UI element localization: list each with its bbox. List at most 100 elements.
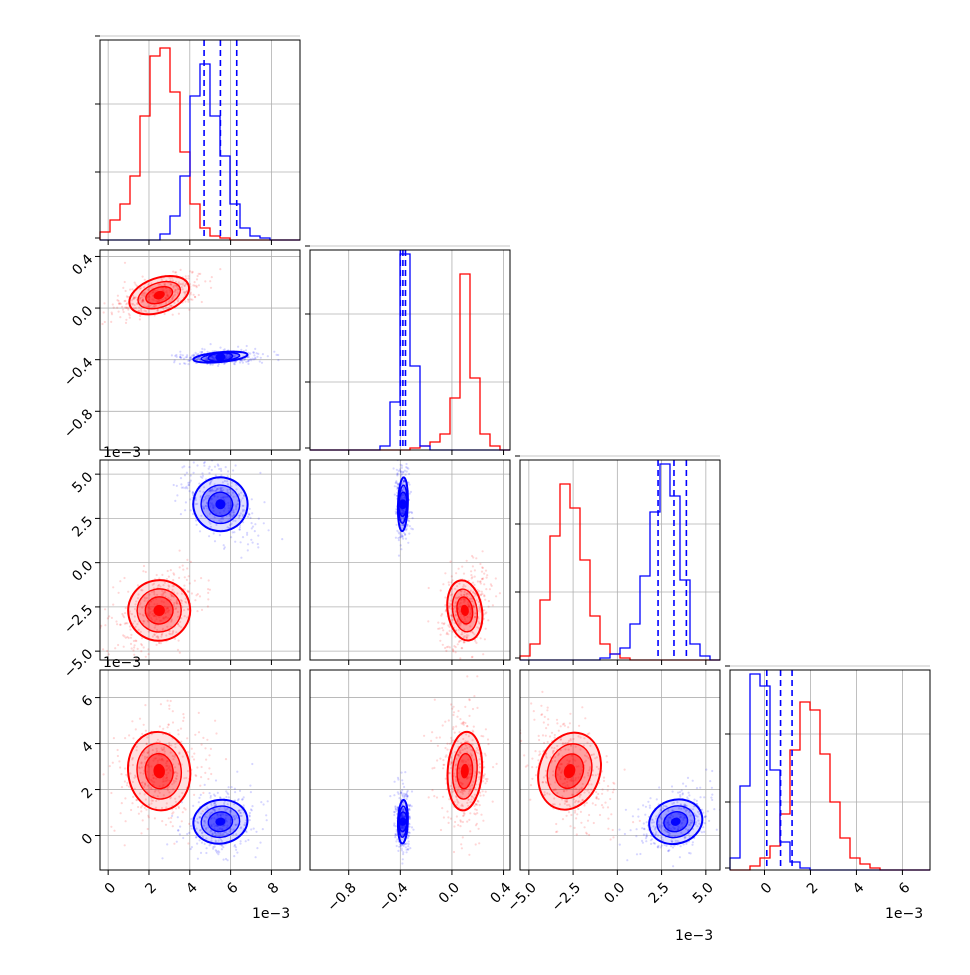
scatter-point-blue [191, 354, 194, 357]
scatter-point-blue [222, 496, 225, 499]
scatter-point-red [587, 788, 590, 791]
scatter-point-red [474, 592, 477, 596]
scatter-point-red [583, 776, 586, 779]
scatter-point-red [210, 772, 213, 776]
scatter-point-red [573, 811, 577, 814]
scatter-point-blue [401, 523, 404, 526]
scatter-point-blue [178, 362, 181, 365]
scatter-point-blue [211, 356, 214, 359]
scatter-point-blue [623, 832, 627, 836]
scatter-point-red [469, 830, 472, 833]
scatter-point-blue [178, 833, 181, 836]
scatter-point-blue [248, 513, 251, 516]
scatter-point-red [169, 291, 172, 294]
scatter-point-blue [661, 821, 664, 825]
scatter-point-red [172, 781, 176, 784]
scatter-point-red [460, 791, 463, 794]
scatter-point-blue [243, 494, 246, 498]
scatter-point-blue [234, 846, 237, 849]
scatter-point-red [459, 624, 462, 627]
scatter-point-red [158, 791, 161, 794]
scatter-point-red [554, 781, 557, 784]
scatter-point-blue [661, 807, 664, 810]
scatter-point-blue [247, 513, 251, 516]
scatter-point-red [482, 819, 485, 822]
scatter-point-blue [679, 816, 682, 819]
scatter-point-red [119, 766, 122, 769]
scatter-point-blue [710, 786, 714, 789]
scatter-point-blue [205, 501, 208, 504]
scatter-point-blue [393, 810, 396, 814]
contour-blue-3 [398, 817, 407, 826]
scatter-point-red [477, 748, 480, 752]
scatter-point-red [473, 575, 476, 578]
panel-2-1 [309, 459, 511, 665]
scatter-point-blue [245, 344, 248, 348]
scatter-point-red [469, 752, 472, 755]
scatter-point-red [159, 619, 162, 622]
scatter-point-red [456, 740, 459, 743]
scatter-point-blue [189, 356, 192, 359]
scatter-point-red [450, 736, 453, 740]
scatter-point-red [175, 602, 178, 605]
scatter-point-blue [650, 821, 654, 824]
scatter-point-red [555, 822, 558, 826]
scatter-point-blue [212, 532, 215, 535]
scatter-point-red [206, 605, 209, 608]
scatter-point-blue [657, 844, 660, 847]
scatter-point-red [209, 280, 212, 283]
scatter-point-blue [229, 822, 232, 825]
scatter-point-blue [192, 354, 195, 357]
scatter-point-blue [252, 827, 255, 830]
scatter-point-red [151, 749, 154, 752]
scatter-point-blue [172, 483, 175, 487]
scatter-point-red [149, 610, 152, 613]
scatter-point-blue [189, 847, 192, 851]
scatter-point-red [124, 321, 128, 324]
scatter-point-red [171, 783, 174, 786]
scatter-point-blue [705, 768, 708, 771]
scatter-point-blue [209, 825, 213, 828]
scatter-point-red [601, 792, 604, 795]
scatter-point-blue [402, 480, 405, 483]
scatter-point-red [120, 773, 123, 776]
scatter-point-red [154, 290, 157, 293]
scatter-point-red [569, 739, 572, 742]
scatter-point-red [561, 723, 565, 726]
scatter-point-blue [401, 814, 404, 817]
scatter-point-red [577, 800, 581, 803]
scatter-point-red [165, 607, 168, 610]
scatter-point-red [441, 724, 444, 727]
scatter-point-red [169, 699, 172, 703]
scatter-point-blue [645, 835, 648, 838]
scatter-point-red [458, 767, 461, 770]
scatter-point-red [138, 766, 141, 769]
scatter-point-blue [259, 471, 262, 474]
scatter-point-blue [666, 830, 670, 834]
scatter-point-blue [652, 842, 655, 845]
scatter-point-red [160, 600, 163, 603]
scatter-point-red [597, 797, 600, 801]
scatter-point-red [462, 640, 465, 643]
scatter-point-blue [400, 496, 403, 499]
scatter-point-red [165, 776, 168, 780]
scatter-point-blue [393, 824, 396, 827]
scatter-point-red [122, 634, 125, 637]
scatter-point-red [140, 762, 143, 765]
scatter-point-red [133, 281, 136, 284]
scatter-point-red [151, 291, 154, 294]
scatter-point-red [179, 620, 182, 624]
scatter-point-blue [694, 813, 697, 816]
scatter-point-red [172, 758, 175, 761]
scatter-point-red [561, 818, 565, 821]
scatter-point-red [134, 625, 137, 629]
scatter-point-blue [242, 504, 245, 507]
scatter-point-blue [209, 830, 212, 833]
scatter-point-red [205, 758, 208, 761]
scatter-point-red [133, 304, 136, 307]
scatter-point-blue [402, 825, 405, 828]
scatter-point-red [204, 280, 207, 283]
scatter-point-blue [401, 808, 404, 811]
scatter-point-red [469, 612, 473, 615]
scatter-point-blue [175, 840, 178, 843]
